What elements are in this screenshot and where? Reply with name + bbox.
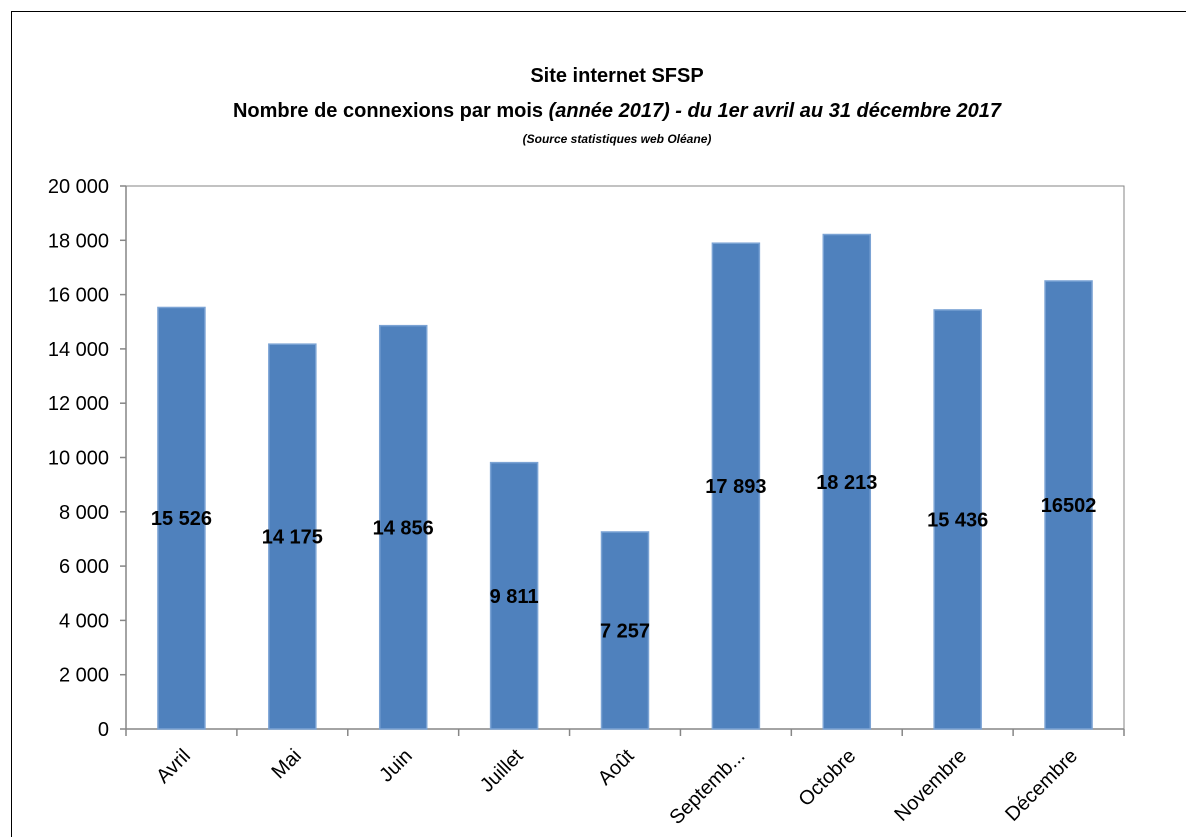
chart-title: Site internet SFSP	[530, 65, 703, 87]
data-label: 14 856	[373, 517, 434, 539]
y-tick-label: 18 000	[48, 230, 109, 252]
x-tick-label: Septemb...	[665, 745, 749, 829]
data-label: 18 213	[816, 472, 877, 494]
bar-1	[157, 306, 206, 730]
bar-3	[378, 324, 428, 730]
data-labels: 15 526 14 175 14 856 9 811 7 257 17 893 18 213…	[151, 472, 1097, 643]
data-label: 15 436	[927, 509, 988, 531]
y-tick-label: 14 000	[48, 339, 109, 361]
y-axis: 0 2 000 4 000 6 000 8 000 10 000 12 000 14 000 1…	[48, 176, 1125, 741]
chart-subtitle-main: Nombre de connexions par mois	[233, 100, 549, 122]
bar-7	[822, 233, 872, 730]
y-tick-label: 20 000	[48, 176, 109, 198]
data-label: 14 175	[262, 527, 323, 549]
bar-8	[933, 309, 982, 730]
y-tick-label: 0	[98, 719, 109, 741]
y-tick-label: 10 000	[48, 448, 109, 470]
chart-subtitle: Nombre de connexions par mois (année 201…	[233, 100, 1002, 122]
bar-4	[489, 461, 539, 730]
bar-2	[268, 343, 317, 730]
bar-5	[600, 531, 650, 730]
x-tick-label: Décembre	[1001, 745, 1082, 826]
bars	[157, 233, 1093, 730]
y-tick-label: 16 000	[48, 285, 109, 307]
y-tick-label: 6 000	[59, 556, 109, 578]
x-tick-label: Juillet	[476, 745, 528, 797]
chart-source: (Source statistiques web Oléane)	[523, 132, 712, 146]
y-tick-label: 8 000	[59, 502, 109, 524]
x-axis: Avril Mai Juin Juillet Août Septemb... Octobre…	[125, 728, 1125, 829]
data-label: 7 257	[600, 620, 650, 642]
data-label: 9 811	[490, 586, 539, 608]
data-label: 17 893	[705, 476, 766, 498]
x-tick-label: Août	[594, 745, 639, 790]
y-tick-label: 2 000	[59, 665, 109, 687]
y-tick-label: 12 000	[48, 393, 109, 415]
x-tick-label: Novembre	[890, 745, 971, 826]
data-label: 16502	[1041, 495, 1097, 517]
x-tick-label: Octobre	[794, 745, 860, 811]
chart-subtitle-italic: (année 2017) - du 1er avril au 31 décemb…	[549, 100, 1002, 122]
bar-9	[1044, 280, 1093, 730]
chart-frame	[11, 11, 1186, 837]
x-tick-label: Avril	[152, 745, 195, 788]
data-label: 15 526	[151, 508, 212, 530]
x-tick-label: Juin	[375, 745, 417, 787]
y-tick-label: 4 000	[59, 610, 109, 632]
x-tick-label: Mai	[268, 745, 306, 783]
bar-6	[711, 242, 761, 730]
